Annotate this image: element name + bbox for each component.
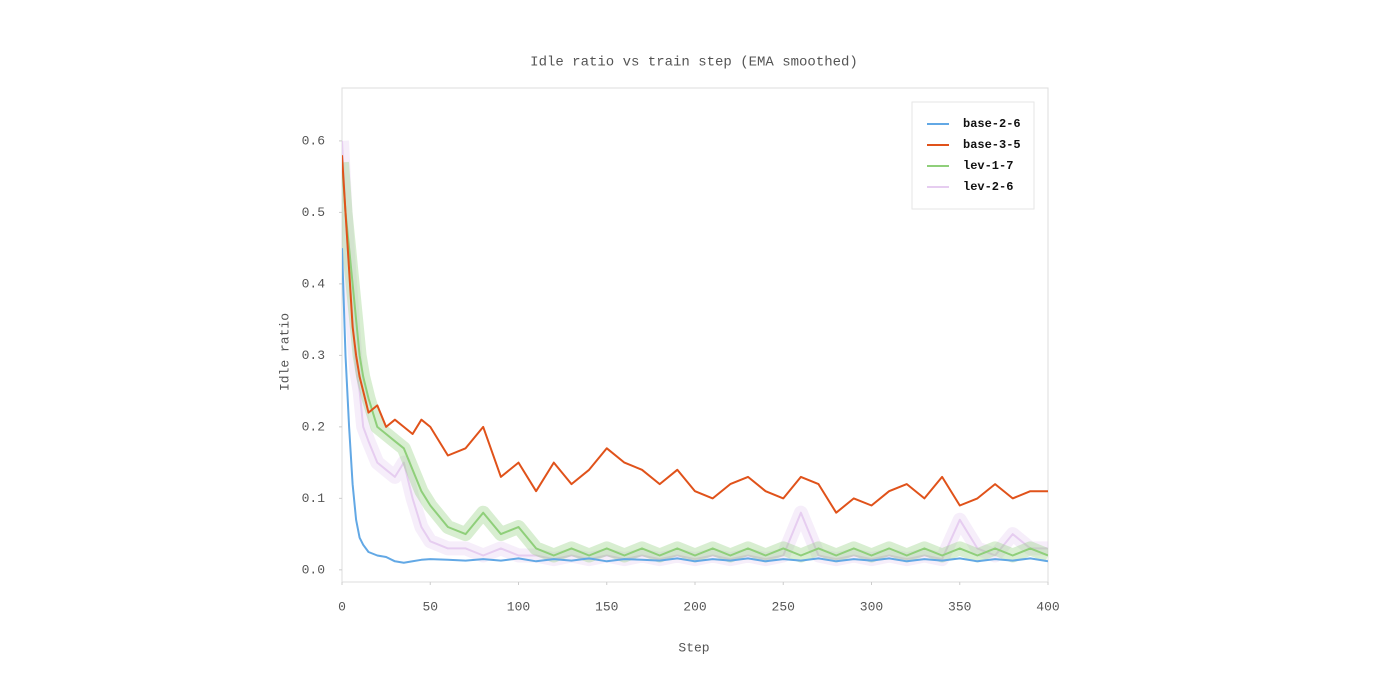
series-line [342, 155, 1048, 514]
y-tick-label: 0.3 [302, 348, 325, 363]
x-tick-label: 150 [595, 599, 618, 614]
legend-label: lev-1-7 [963, 159, 1013, 173]
series-line [342, 140, 1048, 561]
x-tick-label: 0 [338, 599, 346, 614]
y-tick-label: 0.4 [302, 276, 326, 291]
legend-label: base-2-6 [963, 117, 1021, 131]
y-tick-label: 0.5 [302, 205, 325, 220]
x-tick-label: 50 [422, 599, 438, 614]
y-tick-label: 0.6 [302, 133, 325, 148]
y-axis-label: Idle ratio [277, 313, 292, 391]
y-tick-label: 0.1 [302, 491, 326, 506]
series-line [342, 248, 1048, 564]
x-tick-label: 400 [1036, 599, 1059, 614]
x-tick-label: 200 [683, 599, 706, 614]
x-tick-label: 300 [860, 599, 883, 614]
x-tick-label: 350 [948, 599, 971, 614]
line-glow [342, 161, 1048, 563]
x-axis-label: Step [678, 640, 709, 655]
legend-label: base-3-5 [963, 138, 1021, 152]
legend-label: lev-2-6 [963, 180, 1013, 194]
x-tick-label: 250 [772, 599, 795, 614]
chart-title: Idle ratio vs train step (EMA smoothed) [530, 55, 858, 71]
x-tick-label: 100 [507, 599, 530, 614]
legend-box [911, 101, 1035, 210]
y-tick-label: 0.2 [302, 419, 325, 434]
y-tick-label: 0.0 [302, 562, 325, 577]
series-line [342, 162, 1048, 557]
